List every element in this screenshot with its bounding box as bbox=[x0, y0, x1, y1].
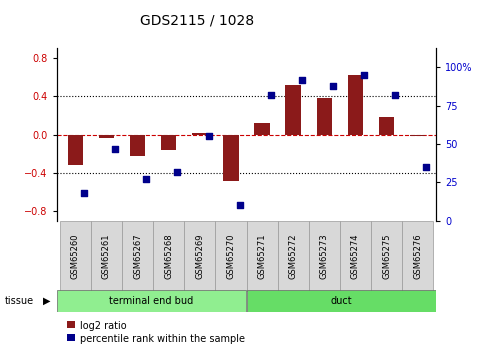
Bar bbox=[122, 221, 153, 292]
Bar bbox=[153, 221, 184, 292]
Bar bbox=[99, 135, 114, 138]
Text: GSM65274: GSM65274 bbox=[351, 234, 360, 279]
Bar bbox=[278, 221, 309, 292]
Bar bbox=[410, 135, 425, 137]
Bar bbox=[254, 123, 270, 135]
Point bbox=[142, 177, 150, 182]
Bar bbox=[317, 98, 332, 135]
Bar bbox=[371, 221, 402, 292]
Point bbox=[391, 92, 399, 98]
Bar bbox=[68, 135, 83, 165]
Bar bbox=[348, 75, 363, 135]
Point bbox=[205, 134, 212, 139]
Text: GSM65273: GSM65273 bbox=[320, 233, 329, 279]
Text: GSM65275: GSM65275 bbox=[382, 234, 391, 279]
Bar bbox=[223, 135, 239, 180]
Bar bbox=[309, 221, 340, 292]
Point bbox=[236, 203, 244, 208]
Point bbox=[329, 83, 337, 89]
Point bbox=[174, 169, 181, 175]
Point bbox=[111, 146, 119, 151]
Bar bbox=[215, 221, 246, 292]
Text: log2 ratio: log2 ratio bbox=[80, 321, 127, 331]
Point bbox=[267, 92, 275, 98]
Text: tissue: tissue bbox=[5, 296, 34, 306]
Bar bbox=[246, 221, 278, 292]
Point bbox=[423, 164, 430, 170]
Text: duct: duct bbox=[331, 296, 352, 306]
Point bbox=[80, 190, 88, 196]
Bar bbox=[130, 135, 145, 156]
Bar bbox=[161, 135, 176, 150]
Point bbox=[298, 77, 306, 82]
Text: GSM65267: GSM65267 bbox=[133, 233, 142, 279]
Text: terminal end bud: terminal end bud bbox=[109, 296, 194, 306]
Bar bbox=[91, 221, 122, 292]
Text: GDS2115 / 1028: GDS2115 / 1028 bbox=[140, 13, 254, 28]
Text: percentile rank within the sample: percentile rank within the sample bbox=[80, 334, 246, 344]
Text: GSM65260: GSM65260 bbox=[71, 234, 80, 279]
Text: GSM65271: GSM65271 bbox=[257, 234, 267, 279]
Text: GSM65276: GSM65276 bbox=[413, 233, 422, 279]
Bar bbox=[184, 221, 215, 292]
Text: GSM65269: GSM65269 bbox=[195, 234, 204, 279]
Text: GSM65270: GSM65270 bbox=[226, 234, 236, 279]
Text: GSM65268: GSM65268 bbox=[164, 233, 173, 279]
Bar bbox=[340, 221, 371, 292]
Text: ▶: ▶ bbox=[43, 296, 51, 306]
Text: GSM65261: GSM65261 bbox=[102, 234, 111, 279]
Bar bbox=[285, 85, 301, 135]
Bar bbox=[57, 290, 246, 312]
Bar bbox=[60, 221, 91, 292]
Point bbox=[360, 72, 368, 78]
Bar bbox=[402, 221, 433, 292]
Bar bbox=[192, 132, 208, 135]
Bar bbox=[379, 117, 394, 135]
Text: GSM65272: GSM65272 bbox=[289, 234, 298, 279]
Bar bbox=[247, 290, 436, 312]
